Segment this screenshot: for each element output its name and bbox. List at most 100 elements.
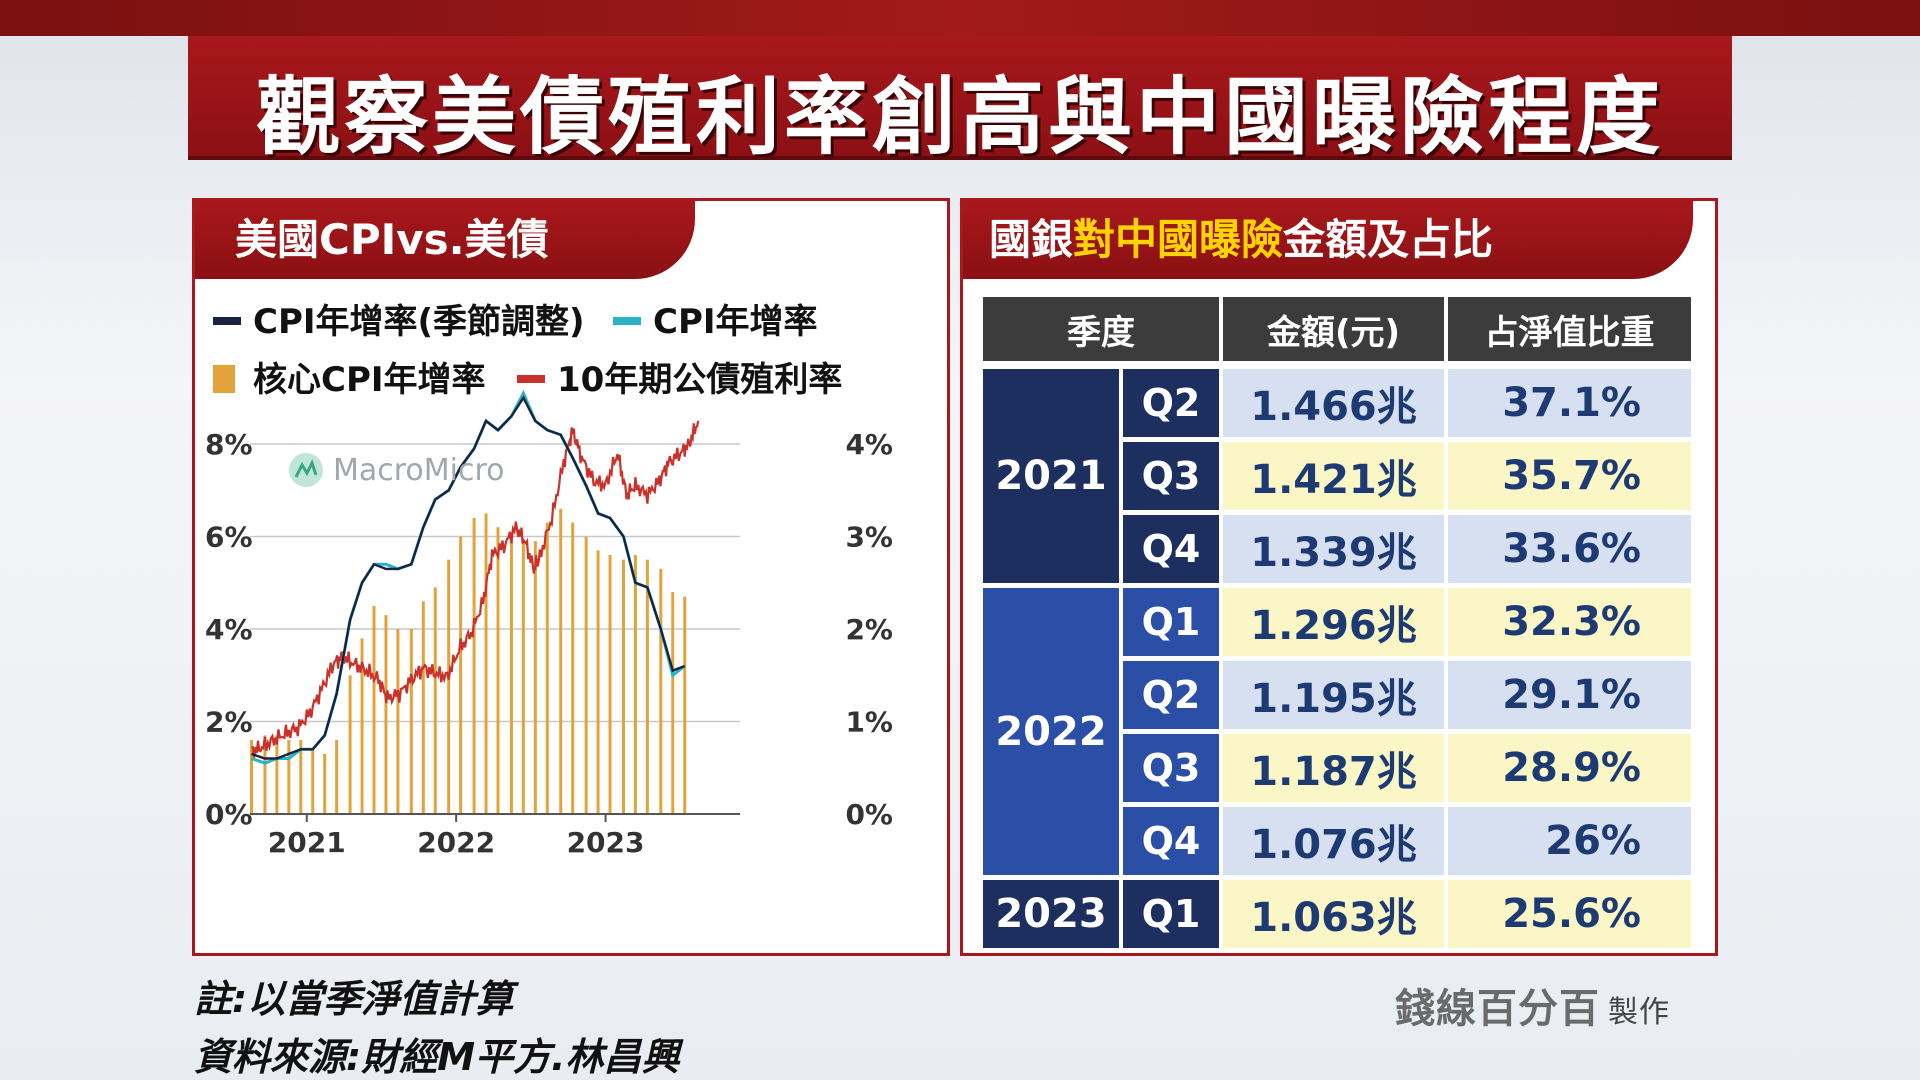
header-ratio: 占淨值比重 [1448,297,1691,361]
core-cpi-bar [447,559,451,814]
core-cpi-bar [421,601,425,814]
year-cell: 2021 [983,369,1119,583]
legend-swatch [613,317,641,325]
quarter-cell: Q3 [1123,734,1219,802]
amount-cell: 1.195兆 [1223,661,1444,729]
core-cpi-bars [249,508,687,814]
legend-label: CPI年增率(季節調整) [253,302,585,342]
ratio-cell: 37.1% [1448,369,1691,437]
left-tick-label: 2% [205,706,253,739]
ratio-cell: 26% [1448,807,1691,875]
cpi-sa-line [251,395,686,760]
core-cpi-bar [571,522,575,814]
macromicro-logo: MacroMicro [289,453,505,488]
amount-cell: 1.296兆 [1223,588,1444,656]
header-amount: 金額(元) [1223,297,1444,361]
core-cpi-bar [671,592,675,814]
core-cpi-bar [472,518,476,814]
legend-label: 10年期公債殖利率 [557,360,842,400]
page-title: 觀察美債殖利率創高與中國曝險程度 [255,68,1664,166]
quarter-cell: Q3 [1123,442,1219,510]
ratio-cell: 25.6% [1448,880,1691,948]
x-tick-label: 2021 [268,826,346,859]
right-tick-label: 4% [845,428,893,461]
chart-panel: 美國CPIvs.美債 CPI年增率(季節調整) CPI年增率核心CPI年增率 10年… [192,198,950,956]
core-cpi-bar [299,740,303,814]
quarter-cell: Q4 [1123,807,1219,875]
ratio-cell: 35.7% [1448,442,1691,510]
amount-cell: 1.466兆 [1223,369,1444,437]
core-cpi-bar [459,536,463,814]
core-cpi-bar [608,555,612,814]
core-cpi-bar [287,740,291,814]
core-cpi-bar [275,735,279,814]
amount-cell: 1.339兆 [1223,515,1444,583]
core-cpi-bar [559,508,563,814]
tab-highlight: 對中國曝險 [1073,215,1284,264]
core-cpi-bar [509,536,513,814]
source-note: 資料來源:財經M平方.林昌興 [194,1035,680,1079]
yield-10y-line [251,420,700,758]
header-quarter: 季度 [983,297,1219,361]
core-cpi-bar [596,550,600,814]
core-cpi-bar [249,740,253,814]
core-cpi-bar [311,749,315,814]
quarter-cell: Q2 [1123,661,1219,729]
core-cpi-bar [409,629,413,814]
quarter-cell: Q1 [1123,880,1219,948]
core-cpi-bar [372,605,376,814]
legend-label: CPI年增率 [653,302,818,342]
year-cell: 2023 [983,880,1119,948]
exposure-tab: 國銀對中國曝險金額及占比 [963,201,1693,279]
core-cpi-bar [323,753,327,814]
legend-swatch [517,375,545,383]
core-cpi-bar [396,629,400,814]
year-cell: 2022 [983,588,1119,875]
footnote: 註:以當季淨值計算 [194,977,514,1021]
core-cpi-bar [545,522,549,814]
macromicro-watermark: MacroMicro [333,453,505,488]
core-cpi-bar [335,740,339,814]
core-cpi-bar [496,527,500,814]
x-tick-label: 2023 [567,826,645,859]
core-cpi-bar [263,735,267,814]
exposure-panel: 國銀對中國曝險金額及占比 季度 金額(元) 占淨值比重 2021 2022 2023 Q2 1… [960,198,1718,956]
title-banner: 觀察美債殖利率創高與中國曝險程度 [188,36,1732,166]
core-cpi-bar [433,587,437,814]
legend-swatch [213,317,241,325]
tab-post: 金額及占比 [1283,215,1494,264]
core-cpi-bar [484,513,488,814]
top-stripe [0,0,1920,36]
left-tick-label: 6% [205,521,253,554]
producer-credit: 錢線百分百 製作 [1395,976,1670,1034]
ratio-cell: 32.3% [1448,588,1691,656]
core-cpi-bar [348,675,352,814]
core-cpi-bar [683,596,687,814]
ratio-cell: 29.1% [1448,661,1691,729]
producer-suffix: 製作 [1608,995,1670,1030]
right-tick-label: 3% [845,521,893,554]
quarter-cell: Q4 [1123,515,1219,583]
quarter-cell: Q2 [1123,369,1219,437]
cpi-line [251,389,686,765]
right-tick-label: 2% [845,613,893,646]
chart-lines [251,389,700,765]
left-tick-label: 4% [205,613,253,646]
core-cpi-bar [533,541,537,814]
legend-swatch [213,365,235,393]
chart-axes: 0% 2% 4% 6% 8% 0% 1% 2% 3% 4% 2021 2022 2023 [205,428,893,859]
core-cpi-bar [521,541,525,814]
legend-label: 核心CPI年增率 [253,360,486,400]
core-cpi-bar [621,559,625,814]
x-tick-label: 2022 [417,826,495,859]
core-cpi-bar [584,536,588,814]
amount-cell: 1.421兆 [1223,442,1444,510]
quarter-cell: Q1 [1123,588,1219,656]
tab-pre: 國銀 [989,215,1074,264]
core-cpi-bar [645,559,649,814]
chart-tab: 美國CPIvs.美債 [195,201,695,279]
core-cpi-bar [360,638,364,814]
ratio-cell: 33.6% [1448,515,1691,583]
